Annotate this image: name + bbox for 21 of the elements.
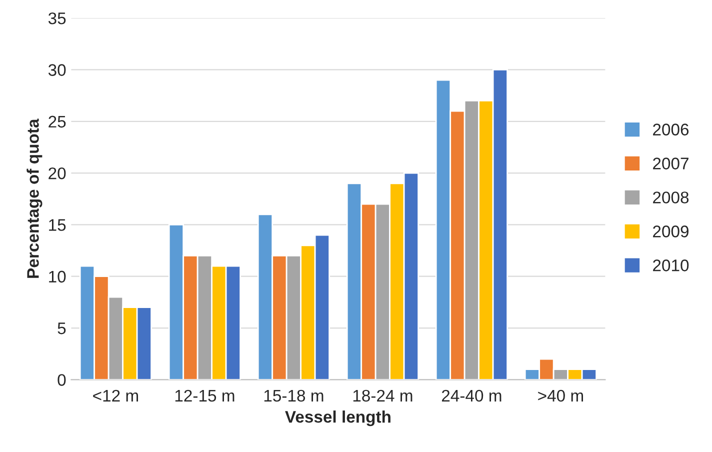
y-tick-label: 10 bbox=[49, 270, 66, 283]
legend-label: 2008 bbox=[653, 192, 689, 204]
x-tick-label: >40 m bbox=[538, 390, 583, 402]
legend-label: 2010 bbox=[653, 260, 689, 272]
y-axis-title: Percentage of quota bbox=[26, 118, 42, 278]
x-axis-title: Vessel length bbox=[285, 410, 390, 426]
x-tick-label: <12 m bbox=[93, 390, 138, 402]
x-tick-label: 15-18 m bbox=[264, 390, 324, 402]
x-tick-label: 12-15 m bbox=[175, 390, 234, 402]
y-tick-label: 20 bbox=[48, 167, 66, 180]
legend-label: 2009 bbox=[653, 226, 688, 238]
x-tick-label: 18-24 m bbox=[353, 390, 412, 402]
legend-label: 2006 bbox=[653, 124, 689, 136]
y-tick-label: 25 bbox=[48, 116, 66, 128]
x-tick-label: 24-40 m bbox=[442, 390, 502, 402]
legend-label: 2007 bbox=[653, 158, 688, 170]
y-tick-label: 30 bbox=[48, 64, 66, 76]
y-tick-label: 5 bbox=[58, 322, 66, 334]
y-tick-label: 0 bbox=[58, 374, 66, 386]
y-tick-label: 15 bbox=[49, 219, 66, 231]
y-tick-label: 35 bbox=[48, 12, 66, 24]
